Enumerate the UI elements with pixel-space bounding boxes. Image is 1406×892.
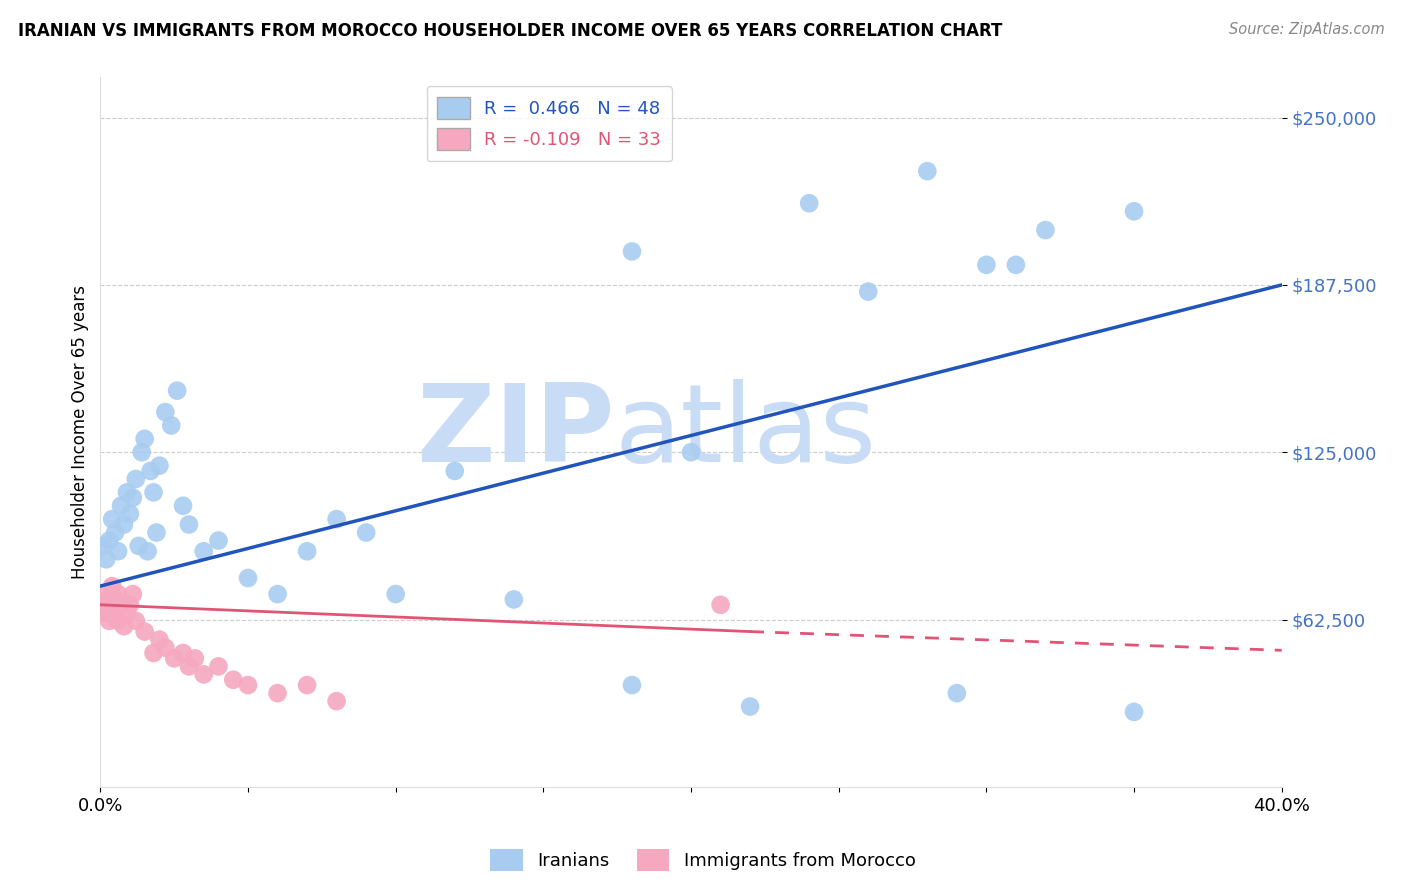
- Point: [679, 445, 702, 459]
- Point: [384, 587, 406, 601]
- Point: [101, 579, 124, 593]
- Point: [354, 525, 377, 540]
- Point: [207, 659, 229, 673]
- Point: [443, 464, 465, 478]
- Point: [266, 686, 288, 700]
- Point: [115, 606, 138, 620]
- Point: [112, 619, 135, 633]
- Point: [98, 614, 121, 628]
- Legend: Iranians, Immigrants from Morocco: Iranians, Immigrants from Morocco: [484, 842, 922, 879]
- Point: [115, 485, 138, 500]
- Point: [125, 614, 148, 628]
- Point: [91, 598, 114, 612]
- Point: [96, 587, 118, 601]
- Point: [107, 544, 129, 558]
- Point: [136, 544, 159, 558]
- Point: [107, 587, 129, 601]
- Point: [104, 525, 127, 540]
- Text: atlas: atlas: [614, 379, 876, 485]
- Point: [709, 598, 731, 612]
- Point: [91, 539, 114, 553]
- Point: [236, 678, 259, 692]
- Text: ZIP: ZIP: [416, 379, 614, 485]
- Point: [295, 678, 318, 692]
- Point: [266, 587, 288, 601]
- Point: [502, 592, 524, 607]
- Point: [104, 592, 127, 607]
- Point: [112, 517, 135, 532]
- Point: [121, 491, 143, 505]
- Point: [236, 571, 259, 585]
- Text: Source: ZipAtlas.com: Source: ZipAtlas.com: [1229, 22, 1385, 37]
- Point: [620, 678, 643, 692]
- Y-axis label: Householder Income Over 65 years: Householder Income Over 65 years: [72, 285, 89, 579]
- Point: [1005, 258, 1028, 272]
- Point: [131, 445, 153, 459]
- Point: [325, 512, 347, 526]
- Point: [177, 659, 200, 673]
- Point: [125, 472, 148, 486]
- Legend: R =  0.466   N = 48, R = -0.109   N = 33: R = 0.466 N = 48, R = -0.109 N = 33: [426, 87, 672, 161]
- Point: [295, 544, 318, 558]
- Point: [917, 164, 939, 178]
- Point: [145, 525, 167, 540]
- Point: [142, 485, 165, 500]
- Point: [207, 533, 229, 548]
- Point: [98, 533, 121, 548]
- Point: [193, 667, 215, 681]
- Point: [946, 686, 969, 700]
- Point: [101, 512, 124, 526]
- Point: [193, 544, 215, 558]
- Point: [121, 587, 143, 601]
- Point: [118, 507, 141, 521]
- Point: [172, 646, 194, 660]
- Point: [148, 458, 170, 473]
- Point: [172, 499, 194, 513]
- Point: [107, 614, 129, 628]
- Point: [166, 384, 188, 398]
- Point: [1123, 204, 1146, 219]
- Point: [142, 646, 165, 660]
- Point: [1123, 705, 1146, 719]
- Point: [620, 244, 643, 259]
- Point: [134, 432, 156, 446]
- Point: [1035, 223, 1057, 237]
- Point: [858, 285, 880, 299]
- Point: [98, 592, 121, 607]
- Point: [976, 258, 998, 272]
- Point: [325, 694, 347, 708]
- Point: [155, 405, 177, 419]
- Point: [134, 624, 156, 639]
- Point: [96, 552, 118, 566]
- Point: [128, 539, 150, 553]
- Point: [177, 517, 200, 532]
- Point: [155, 640, 177, 655]
- Point: [139, 464, 162, 478]
- Point: [160, 418, 183, 433]
- Point: [799, 196, 821, 211]
- Point: [101, 598, 124, 612]
- Point: [104, 606, 127, 620]
- Point: [184, 651, 207, 665]
- Point: [118, 598, 141, 612]
- Point: [222, 673, 245, 687]
- Point: [96, 606, 118, 620]
- Point: [148, 632, 170, 647]
- Text: IRANIAN VS IMMIGRANTS FROM MOROCCO HOUSEHOLDER INCOME OVER 65 YEARS CORRELATION : IRANIAN VS IMMIGRANTS FROM MOROCCO HOUSE…: [18, 22, 1002, 40]
- Point: [110, 598, 132, 612]
- Point: [163, 651, 186, 665]
- Point: [740, 699, 762, 714]
- Point: [110, 499, 132, 513]
